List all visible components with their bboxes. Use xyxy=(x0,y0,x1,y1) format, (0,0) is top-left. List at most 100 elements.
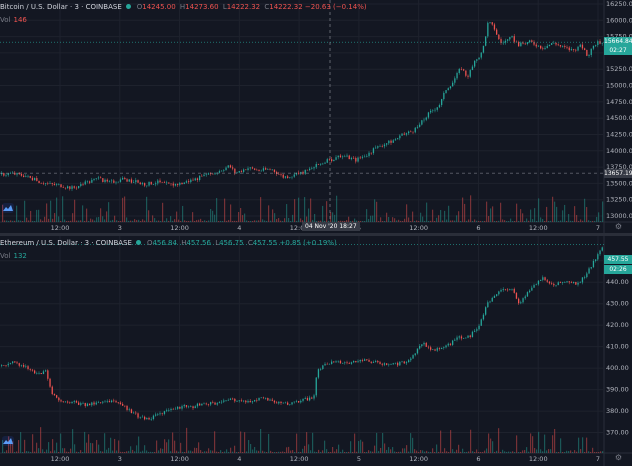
candle-body xyxy=(500,290,502,292)
candle-body xyxy=(97,177,100,179)
candle-body xyxy=(119,179,122,182)
candle-body xyxy=(229,165,232,168)
volume-bar xyxy=(274,213,276,222)
volume-bar xyxy=(602,201,604,222)
volume-bar xyxy=(334,214,336,222)
volume-bar xyxy=(388,447,390,453)
volume-bar xyxy=(30,451,32,453)
volume-bar xyxy=(482,451,484,453)
volume-bar xyxy=(148,210,150,222)
volume-bar xyxy=(278,218,280,222)
candle-body xyxy=(568,281,570,283)
volume-bar xyxy=(306,216,308,222)
btc-price-chart[interactable]: 16250.0016000.0015750.0015500.0015250.00… xyxy=(0,0,632,233)
volume-bar xyxy=(148,451,150,453)
candle-body xyxy=(366,359,368,361)
candle-body xyxy=(93,402,95,405)
volume-bar xyxy=(82,205,84,222)
volume-bar xyxy=(300,218,302,222)
volume-bar xyxy=(98,216,100,222)
candle-body xyxy=(53,184,56,185)
volume-bar xyxy=(514,220,516,222)
candle-body xyxy=(108,400,111,403)
candle-body xyxy=(529,40,531,43)
candle-body xyxy=(381,146,383,147)
candle-body xyxy=(42,371,45,375)
volume-bar xyxy=(546,206,548,222)
candle-body xyxy=(548,44,551,47)
candle-body xyxy=(218,171,221,173)
candle-body xyxy=(223,400,225,402)
candle-body xyxy=(441,347,443,349)
candle-body xyxy=(36,373,38,374)
candle-body xyxy=(144,183,146,186)
volume-bar xyxy=(540,449,542,453)
market-open-dot xyxy=(125,4,131,9)
volume-bar xyxy=(494,220,496,222)
volume-bar xyxy=(594,220,596,222)
candle-body xyxy=(271,399,273,401)
candle-body xyxy=(410,131,412,133)
volume-bar xyxy=(204,220,206,222)
candle-body xyxy=(64,401,67,403)
candle-body xyxy=(287,402,289,405)
volume-bar xyxy=(352,220,354,222)
candle-body xyxy=(42,183,45,184)
volume-bar xyxy=(370,451,372,453)
candle-body xyxy=(60,184,62,188)
candle-body xyxy=(309,397,311,401)
volume-bar xyxy=(190,450,192,453)
volume-bar xyxy=(482,220,484,222)
btc-symbol-title[interactable]: Bitcoin / U.S. Dollar · 3 · COINBASE xyxy=(0,3,122,11)
settings-gear-icon[interactable]: ⚙ xyxy=(614,222,622,231)
volume-bar xyxy=(570,220,572,222)
candle-body xyxy=(249,400,251,403)
candle-body xyxy=(86,403,89,407)
candle-body xyxy=(67,401,69,403)
volume-bar xyxy=(586,207,588,222)
volume-bar xyxy=(134,219,136,222)
candle-body xyxy=(238,400,240,402)
volume-bar xyxy=(600,220,602,222)
volume-bar xyxy=(474,219,476,222)
volume-bar xyxy=(38,448,40,453)
candle-body xyxy=(324,162,326,164)
candle-body xyxy=(526,42,529,44)
candle-body xyxy=(335,361,337,363)
candle-body xyxy=(130,179,133,183)
tradingview-logo-icon[interactable] xyxy=(2,203,14,213)
candle-body xyxy=(287,176,289,178)
candle-body xyxy=(399,135,401,139)
settings-gear-icon[interactable]: ⚙ xyxy=(614,453,622,462)
candle-body xyxy=(205,174,207,176)
volume-bar xyxy=(454,451,456,453)
tradingview-logo-icon[interactable] xyxy=(2,436,14,446)
volume-bar xyxy=(434,220,436,222)
volume-bar xyxy=(290,220,292,222)
candle-body xyxy=(313,395,315,399)
candle-body xyxy=(383,363,386,365)
candle-body xyxy=(302,171,304,174)
volume-bar xyxy=(466,220,468,222)
eth-symbol-title[interactable]: Ethereum / U.S. Dollar · 3 · COINBASE xyxy=(0,239,132,247)
candle-body xyxy=(504,40,507,43)
volume-bar xyxy=(146,450,148,453)
btc-chart-pane[interactable]: Bitcoin / U.S. Dollar · 3 · COINBASE O142… xyxy=(0,0,632,233)
pane-divider[interactable] xyxy=(0,233,632,236)
volume-bar xyxy=(38,209,40,222)
candle-body xyxy=(69,402,71,404)
candle-body xyxy=(460,336,463,339)
volume-bar xyxy=(368,450,370,453)
time-tick-label: 6 xyxy=(476,455,480,463)
volume-bar xyxy=(362,441,364,453)
volume-bar xyxy=(564,204,566,222)
eth-chart-pane[interactable]: Ethereum / U.S. Dollar · 3 · COINBASE O45… xyxy=(0,236,632,466)
volume-bar xyxy=(238,212,240,222)
eth-price-chart[interactable]: 450.00440.00430.00420.00410.00400.00390.… xyxy=(0,236,632,466)
candle-body xyxy=(199,403,201,406)
volume-bar xyxy=(584,451,586,453)
volume-bar xyxy=(162,448,164,453)
volume-bar xyxy=(294,451,296,453)
candle-body xyxy=(161,413,163,414)
volume-bar xyxy=(396,451,398,453)
